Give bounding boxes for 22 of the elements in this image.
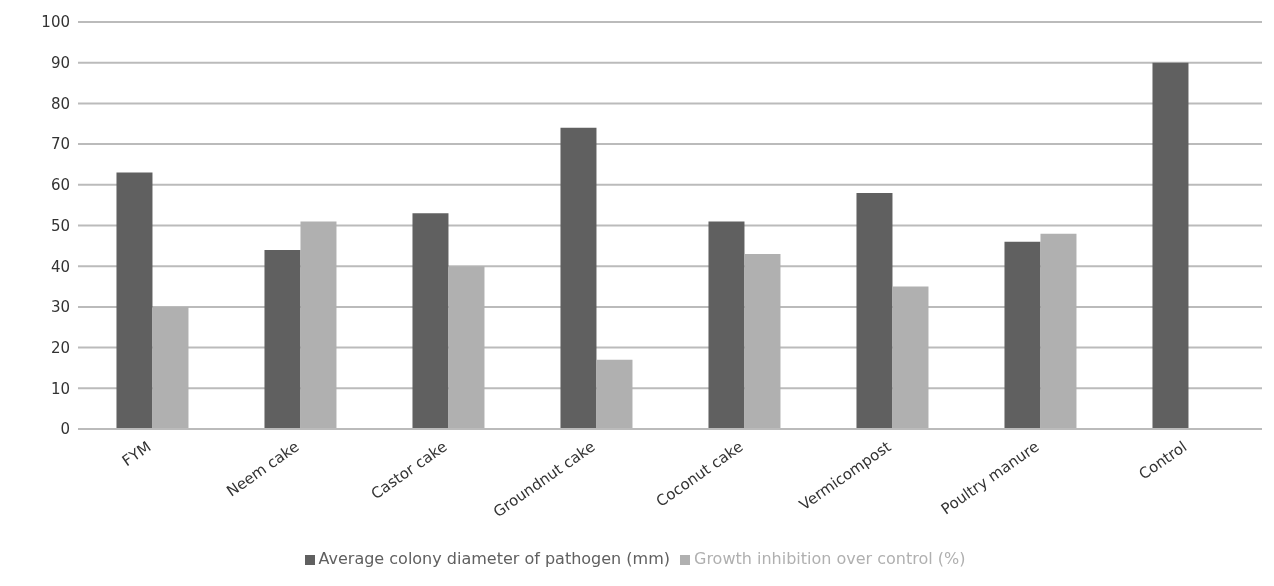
y-tick-label: 40 <box>50 257 70 276</box>
y-tick-label: 70 <box>50 135 70 154</box>
x-tick-label: FYM <box>118 437 155 470</box>
legend-label: Average colony diameter of pathogen (mm) <box>318 549 670 568</box>
bar <box>708 221 745 429</box>
bar <box>560 127 597 429</box>
y-tick-label: 60 <box>50 176 70 195</box>
y-tick-label: 90 <box>50 54 70 73</box>
y-tick-label: 10 <box>50 379 70 398</box>
bar <box>116 172 153 429</box>
bar <box>412 213 449 429</box>
bar <box>1152 62 1189 429</box>
bar <box>1004 241 1041 429</box>
y-tick-label: 30 <box>50 298 70 317</box>
y-tick-label: 0 <box>60 420 70 439</box>
y-tick-label: 100 <box>41 13 70 32</box>
y-tick-label: 50 <box>50 216 70 235</box>
bar <box>856 192 893 429</box>
y-tick-label: 80 <box>50 94 70 113</box>
legend-label: Growth inhibition over control (%) <box>693 549 966 568</box>
bar <box>264 249 301 429</box>
y-tick-label: 20 <box>50 338 70 357</box>
